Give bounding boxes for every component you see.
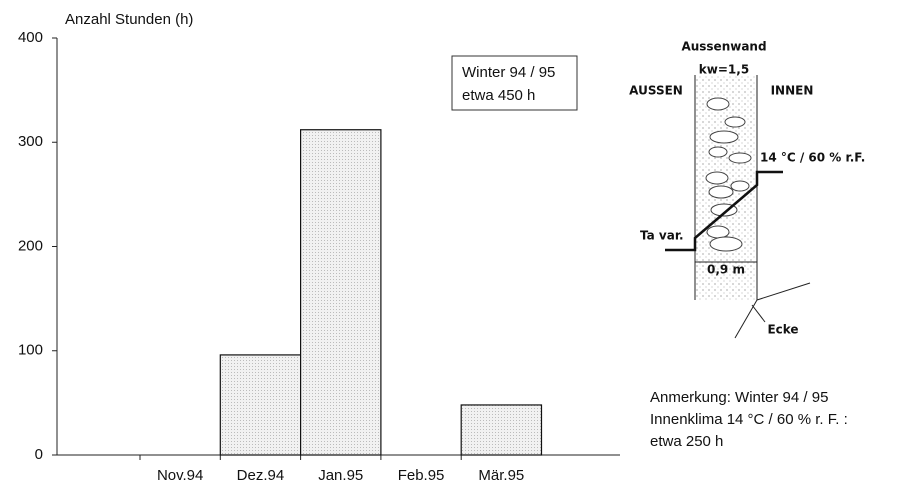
note: etwa 250 h xyxy=(650,433,723,450)
x-tick-label: Nov.94 xyxy=(157,467,203,484)
diagram-label: AUSSEN xyxy=(629,84,683,98)
note: Innenklima 14 °C / 60 % r. F. : xyxy=(650,411,848,428)
bar xyxy=(300,129,382,456)
corner-line xyxy=(756,282,811,301)
bar xyxy=(219,354,302,456)
y-tick-label: 400 xyxy=(18,29,43,46)
diagram-label: 14 °C / 60 % r.F. xyxy=(760,151,865,165)
diagram-label: Ta var. xyxy=(640,229,684,243)
x-tick-label: Dez.94 xyxy=(237,467,285,484)
x-tick-label: Feb.95 xyxy=(398,467,445,484)
diagram-title: Aussenwand xyxy=(681,40,766,54)
y-tick-label: 300 xyxy=(18,133,43,150)
annotation: Winter 94 / 95 xyxy=(462,64,555,81)
annotation: etwa 450 h xyxy=(462,87,535,104)
y-tick-label: 200 xyxy=(18,237,43,254)
diagram-label: 0,9 m xyxy=(707,263,745,277)
diagram-label: INNEN xyxy=(771,84,814,98)
x-tick-label: Jan.95 xyxy=(318,467,363,484)
corner-line xyxy=(734,299,758,339)
bar xyxy=(460,404,543,456)
y-axis-label: Anzahl Stunden (h) xyxy=(65,11,193,28)
annotation-box xyxy=(451,55,578,111)
arrow xyxy=(751,304,766,323)
temperature-line xyxy=(665,170,783,252)
y-tick-label: 100 xyxy=(18,342,43,359)
stones xyxy=(705,97,752,252)
x-tick-label: Mär.95 xyxy=(478,467,524,484)
note: Anmerkung: Winter 94 / 95 xyxy=(650,389,828,406)
y-tick-label: 0 xyxy=(35,446,43,463)
wall-diagram: Aussenwand kw=1,5 AUSSEN INNEN 14 °C / 6… xyxy=(629,40,865,339)
diagram-label: Ecke xyxy=(767,323,798,337)
diagram-label: kw=1,5 xyxy=(699,63,749,77)
